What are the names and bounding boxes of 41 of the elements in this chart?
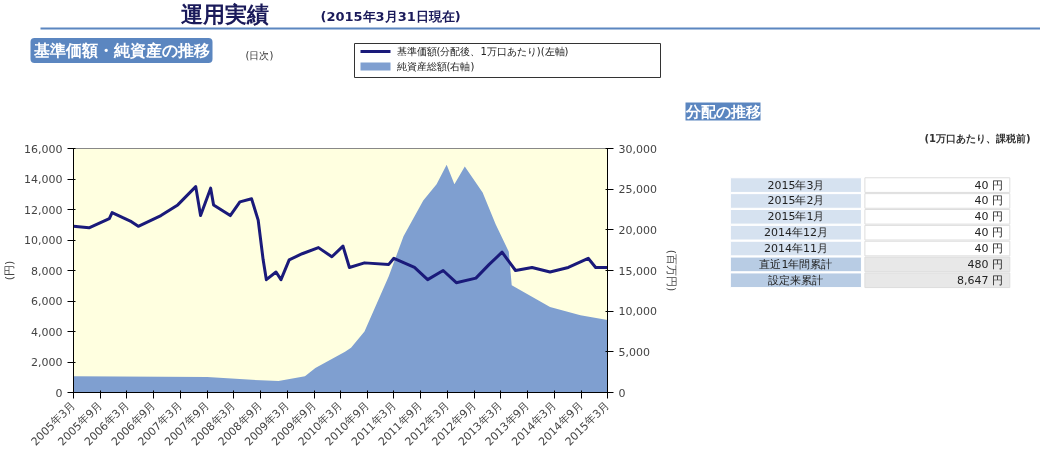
text: 直近1年間累計 <box>759 257 833 271</box>
y-axis-title: (円) <box>3 260 17 281</box>
text: 2014年11月 <box>763 242 828 256</box>
chart-title: 運用実績 <box>180 2 269 27</box>
y2-tick-label: 10,000 <box>618 305 657 319</box>
y2-tick-label: 0 <box>618 386 626 400</box>
text: 40 円 <box>974 178 1003 192</box>
y2-axis-title: (百万円) <box>664 249 678 292</box>
text: 40 円 <box>974 226 1003 240</box>
y-tick-label: 6,000 <box>31 295 63 308</box>
text: 分配の推移 <box>684 102 761 121</box>
text: 40 円 <box>974 210 1003 224</box>
y-tick-label: 4,000 <box>31 325 63 339</box>
y-tick-label: 16,000 <box>24 142 63 156</box>
y-tick-label: 10,000 <box>24 234 63 247</box>
text: 2015年2月 <box>767 194 825 208</box>
chart-subtitle: (2015年3月31日現在) <box>320 9 461 24</box>
text: 2014年12月 <box>763 226 828 240</box>
text: 40 円 <box>974 242 1003 256</box>
y-tick-label: 12,000 <box>24 203 63 217</box>
text: 480 円 <box>967 257 1003 271</box>
y2-tick-label: 30,000 <box>618 142 657 156</box>
y-tick-label: 8,000 <box>31 264 63 278</box>
text: 基準価額・純資産の推移 <box>32 41 210 60</box>
text: (日次) <box>245 50 274 61</box>
legend-label: 基準価額(分配後、1万口あたり)(左軸) <box>396 46 569 57</box>
y2-tick-label: 20,000 <box>618 223 657 237</box>
text: 8,647 円 <box>956 273 1003 287</box>
y-tick-label: 2,000 <box>31 356 63 369</box>
line-series <box>73 185 608 285</box>
legend-label: 純資産総額(右軸) <box>396 61 475 72</box>
y2-tick-label: 25,000 <box>618 183 657 197</box>
text: 設定来累計 <box>768 273 824 287</box>
text: 2015年1月 <box>767 210 825 224</box>
text: 2015年3月 <box>767 178 825 192</box>
y2-tick-label: 5,000 <box>618 345 650 359</box>
y-tick-label: 0 <box>55 386 63 400</box>
y-tick-label: 14,000 <box>24 173 63 186</box>
text: 40 円 <box>974 194 1003 208</box>
y2-tick-label: 15,000 <box>618 264 657 278</box>
text: (1万口あたり、課税前) <box>924 132 1031 144</box>
